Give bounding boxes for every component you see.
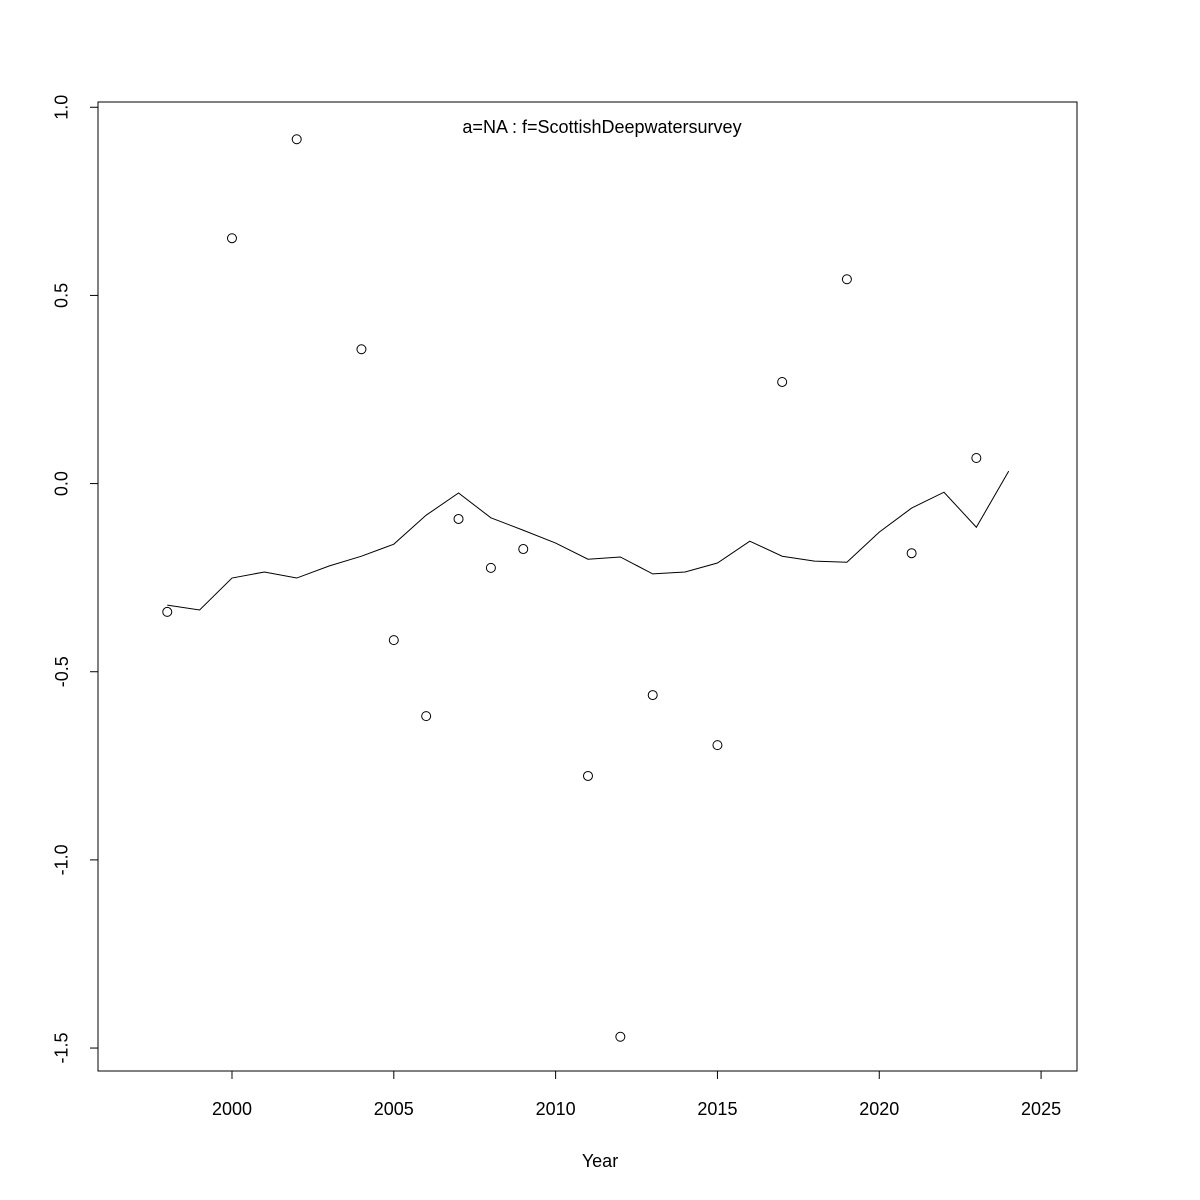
data-point (971, 452, 982, 463)
data-point (906, 548, 917, 559)
data-point (518, 544, 529, 555)
x-axis-label: Year (582, 1151, 618, 1171)
data-point (388, 635, 399, 646)
plot-box (97, 101, 1078, 1072)
x-tick-label: 2005 (374, 1099, 414, 1119)
data-point (777, 376, 788, 387)
x-tick-label: 2015 (697, 1099, 737, 1119)
x-tick-label: 2025 (1021, 1099, 1061, 1119)
y-tick-label: 0.5 (52, 283, 72, 308)
y-tick-label: -1.5 (52, 1033, 72, 1064)
x-tick-label: 2000 (212, 1099, 252, 1119)
y-tick-label: 1.0 (52, 95, 72, 120)
data-point (712, 740, 723, 751)
data-point (356, 344, 367, 355)
data-point (291, 134, 302, 145)
trend-line (167, 470, 1010, 611)
x-tick-label: 2020 (859, 1099, 899, 1119)
data-point (485, 562, 496, 573)
y-tick-label: 0.0 (52, 471, 72, 496)
y-tick-label: -0.5 (52, 656, 72, 687)
data-point (841, 274, 852, 285)
data-point (162, 606, 173, 617)
y-tick-label: -1.0 (52, 844, 72, 875)
data-point (226, 233, 237, 244)
data-point (582, 770, 593, 781)
x-tick-label: 2010 (536, 1099, 576, 1119)
data-point (453, 513, 464, 524)
data-point (421, 711, 432, 722)
data-point (647, 690, 658, 701)
annotation: a=NA : f=ScottishDeepwatersurvey (462, 117, 741, 137)
data-point (615, 1031, 626, 1042)
